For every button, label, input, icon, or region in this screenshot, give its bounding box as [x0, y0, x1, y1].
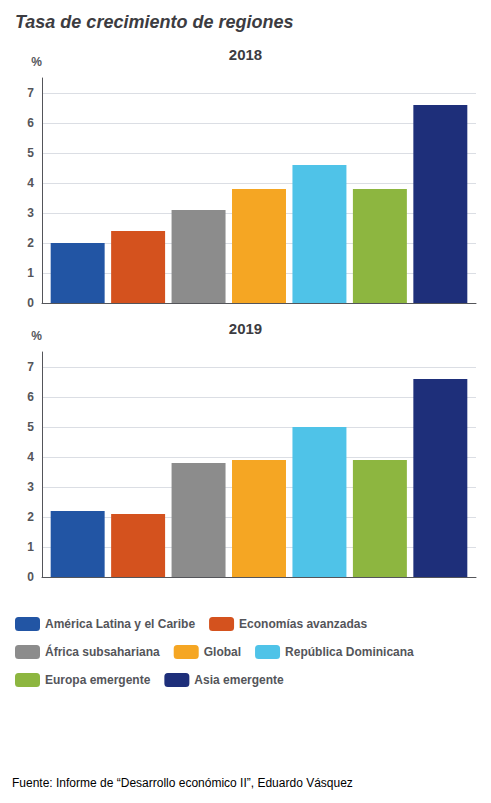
svg-text:5: 5 — [27, 146, 34, 160]
svg-text:Global: Global — [204, 645, 241, 659]
svg-text:2: 2 — [27, 236, 34, 250]
svg-text:2019: 2019 — [229, 320, 262, 337]
svg-text:4: 4 — [27, 450, 34, 464]
svg-text:7: 7 — [27, 86, 34, 100]
svg-text:2: 2 — [27, 510, 34, 524]
svg-text:0: 0 — [27, 296, 34, 310]
svg-text:1: 1 — [27, 266, 34, 280]
svg-text:7: 7 — [27, 360, 34, 374]
svg-text:5: 5 — [27, 420, 34, 434]
svg-text:3: 3 — [27, 206, 34, 220]
svg-text:0: 0 — [27, 570, 34, 584]
svg-text:1: 1 — [27, 540, 34, 554]
svg-text:Economías avanzadas: Economías avanzadas — [239, 617, 367, 631]
svg-text:Tasa de crecimiento de regione: Tasa de crecimiento de regiones — [15, 12, 293, 32]
svg-text:República Dominicana: República Dominicana — [285, 645, 414, 659]
svg-text:3: 3 — [27, 480, 34, 494]
svg-text:6: 6 — [27, 116, 34, 130]
svg-text:%: % — [31, 329, 42, 343]
svg-text:Europa emergente: Europa emergente — [45, 673, 151, 687]
svg-text:4: 4 — [27, 176, 34, 190]
svg-text:2018: 2018 — [229, 46, 262, 63]
svg-text:Fuente: Informe de “Desarrollo: Fuente: Informe de “Desarrollo económico… — [12, 776, 353, 790]
svg-text:6: 6 — [27, 390, 34, 404]
svg-text:Asia emergente: Asia emergente — [194, 673, 284, 687]
svg-text:África subsahariana: África subsahariana — [45, 644, 160, 659]
svg-text:América Latina y el Caribe: América Latina y el Caribe — [45, 617, 195, 631]
svg-text:%: % — [31, 55, 42, 69]
